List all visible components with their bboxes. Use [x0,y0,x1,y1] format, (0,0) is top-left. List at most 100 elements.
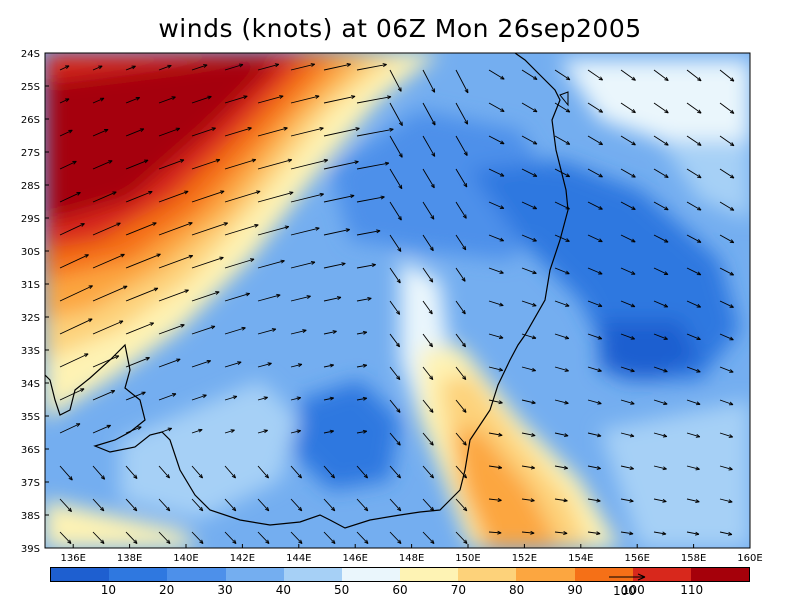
reference-vector-label: 100 [613,584,636,598]
wind-arrow [422,135,436,157]
wind-arrow [587,333,603,340]
wind-arrow [554,102,571,113]
wind-arrow [455,168,468,188]
lon-label-144E: 144E [286,553,311,564]
wind-arrow [356,63,387,71]
wind-arrow [521,201,538,210]
wind-arrow [158,358,181,368]
wind-arrow [323,396,335,401]
wind-arrow [653,432,668,438]
wind-speed-field [45,53,750,548]
wind-arrow [158,222,193,236]
wind-arrow [125,465,138,479]
wind-arrow [620,135,636,146]
wind-arrow [158,427,173,434]
latitude-axis: 24S 25S 26S 27S 28S 29S 30S 31S 32S 33S 34S 35S 36S 3… [21,49,49,555]
wind-arrow [125,128,145,137]
wind-arrow [521,498,535,503]
wind-arrow [554,498,568,503]
colorbar-swatch [283,568,342,581]
wind-arrow [191,222,228,236]
wind-arrow [554,234,570,242]
wind-arrow [686,168,702,179]
wind-arrow [686,498,700,503]
wind-arrow [620,234,636,243]
wind-arrow [488,168,505,177]
wind-arrow [224,158,257,170]
wind-arrow [554,69,571,81]
wind-arrow [422,234,434,252]
colorbar-label-80: 80 [509,583,525,597]
wind-arrow [125,531,138,544]
wind-arrow [686,432,701,438]
wind-arrow [356,229,381,236]
wind-arrow [389,366,401,381]
wind-arrow [587,267,603,275]
wind-arrow [92,355,120,368]
wind-arrow [620,102,636,114]
wind-arrow [224,531,237,544]
wind-arrow [92,424,111,434]
wind-arrow [323,127,360,137]
wind-arrow [125,287,159,302]
wind-arrow [224,326,246,335]
wind-arrow [455,135,468,156]
wind-arrow [422,366,434,381]
wind-arrow [653,267,669,275]
wind-arrow [686,135,702,146]
wind-arrow [653,300,669,308]
colorbar-label-10: 10 [100,583,116,597]
wind-arrow [224,361,242,368]
wind-arrow [719,465,733,471]
wind-arrow [653,135,669,146]
wind-arrow [290,126,324,137]
wind-arrow [455,465,467,479]
wind-arrow [59,223,85,236]
wind-arrow [389,234,402,252]
wind-arrow [191,325,216,335]
lat-label-28S: 28S [21,181,40,192]
wind-arrow [158,96,176,104]
wind-arrow [356,263,376,269]
wind-arrow [224,465,236,479]
colorbar-label-90: 90 [567,583,583,597]
wind-arrow [323,429,335,434]
wind-arrow [422,498,435,512]
wind-arrow [521,69,538,80]
wind-arrow [686,234,702,243]
wind-arrow [521,234,537,242]
wind-arrow [719,498,733,504]
wind-arrow [488,399,503,405]
wind-arrow [686,465,700,471]
wind-arrow [92,320,124,335]
wind-vectors [59,63,735,544]
wind-arrow [125,190,153,203]
wind-arrow [455,366,467,381]
wind-arrow [686,300,701,308]
wind-arrow [686,267,702,276]
wind-arrow [455,234,467,251]
wind-arrow [257,465,269,479]
longitude-axis: 136E 138E 140E 142E 144E 146E 148E 150E 152E 154E… [60,544,763,564]
wind-arrow [224,223,259,236]
wind-arrow [488,69,505,80]
wind-arrow [587,69,604,81]
wind-arrow [488,333,504,339]
wind-arrow [422,201,435,220]
wind-arrow [356,95,392,104]
lat-label-35S: 35S [21,412,40,423]
wind-arrow [686,399,701,406]
wind-arrow [59,531,72,544]
wind-arrow [191,428,203,434]
wind-arrow [488,234,504,242]
wind-arrow [653,69,669,82]
wind-arrow [653,399,668,405]
wind-arrow [587,432,602,438]
wind-arrow [389,267,401,284]
wind-arrow [290,363,303,368]
wind-arrow [191,127,216,137]
wind-arrow [92,65,103,71]
wind-arrow [158,465,170,479]
colorbar-label-70: 70 [450,583,466,597]
wind-arrow [191,359,211,368]
